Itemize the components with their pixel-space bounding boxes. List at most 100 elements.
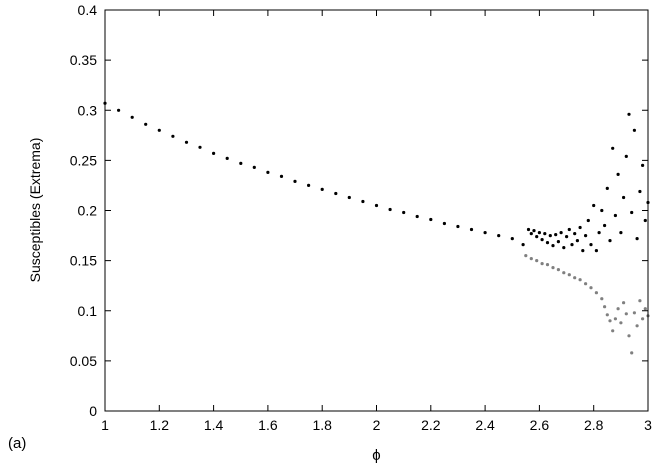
data-point bbox=[307, 183, 311, 187]
data-point bbox=[575, 239, 580, 243]
y-tick-label: 0.1 bbox=[78, 303, 98, 319]
data-point bbox=[521, 243, 525, 247]
x-tick-label: 2.4 bbox=[475, 417, 495, 433]
data-point bbox=[562, 246, 566, 250]
y-tick-label: 0.35 bbox=[70, 52, 97, 68]
data-point bbox=[540, 238, 544, 242]
data-point bbox=[586, 218, 590, 223]
data-point bbox=[632, 128, 637, 132]
data-point bbox=[388, 207, 392, 212]
data-point bbox=[456, 224, 460, 229]
data-point bbox=[212, 151, 216, 155]
x-tick-label: 3 bbox=[644, 417, 652, 433]
data-point bbox=[551, 266, 555, 270]
data-point bbox=[543, 232, 547, 236]
data-point bbox=[616, 172, 620, 176]
data-point bbox=[611, 329, 615, 333]
data-point bbox=[540, 262, 544, 266]
data-point bbox=[526, 227, 531, 232]
data-point bbox=[622, 301, 626, 305]
data-point bbox=[578, 278, 582, 282]
data-point bbox=[361, 199, 365, 204]
data-point bbox=[535, 259, 539, 263]
data-point bbox=[635, 324, 639, 328]
data-point bbox=[613, 317, 618, 321]
data-point bbox=[556, 268, 561, 272]
data-point bbox=[632, 311, 637, 315]
data-point bbox=[320, 187, 324, 191]
minima-series bbox=[524, 254, 650, 355]
y-tick-label: 0.15 bbox=[70, 253, 97, 269]
data-point bbox=[537, 231, 542, 235]
axis-ticks-layer: 1 1.2 1.4 1.6 1.8 2 2.2 2.4 2.6 2.8 3 0 0.05 0.1 0.15 0… bbox=[70, 2, 652, 433]
data-point bbox=[483, 231, 487, 235]
data-point bbox=[641, 317, 645, 321]
data-point bbox=[619, 321, 623, 325]
data-point bbox=[554, 233, 558, 237]
data-point bbox=[592, 203, 596, 208]
data-point bbox=[641, 163, 645, 167]
data-point bbox=[157, 128, 161, 132]
data-point bbox=[578, 225, 582, 230]
data-point bbox=[594, 291, 599, 295]
data-point bbox=[252, 165, 256, 169]
maxima-series bbox=[103, 101, 650, 253]
data-point bbox=[589, 286, 593, 290]
data-point bbox=[184, 140, 189, 144]
y-axis-label: Susceptibles (Extrema) bbox=[27, 138, 43, 283]
x-tick-label: 1.2 bbox=[150, 417, 170, 433]
data-point bbox=[638, 299, 642, 303]
data-point bbox=[635, 237, 639, 241]
data-point bbox=[608, 319, 612, 323]
data-point bbox=[429, 217, 433, 222]
y-tick-label: 0.25 bbox=[70, 152, 97, 168]
x-tick-label: 2.2 bbox=[421, 417, 441, 433]
data-point bbox=[535, 235, 539, 239]
x-axis-label: ϕ bbox=[372, 447, 380, 464]
data-point bbox=[608, 239, 612, 243]
data-point bbox=[532, 229, 536, 233]
data-point bbox=[605, 313, 609, 317]
data-point bbox=[630, 210, 634, 215]
x-tick-label: 1.8 bbox=[312, 417, 332, 433]
data-point bbox=[130, 115, 134, 119]
y-tick-label: 0.4 bbox=[78, 2, 98, 18]
data-point bbox=[551, 244, 555, 248]
data-point bbox=[611, 146, 615, 150]
data-point bbox=[144, 122, 148, 126]
data-point bbox=[638, 189, 642, 194]
data-point bbox=[266, 170, 270, 174]
data-point bbox=[562, 271, 566, 275]
x-tick-label: 1.6 bbox=[258, 417, 278, 433]
data-point bbox=[589, 243, 593, 247]
y-tick-label: 0.3 bbox=[78, 102, 98, 118]
data-point bbox=[581, 249, 585, 253]
y-tick-label: 0 bbox=[89, 403, 97, 419]
data-point bbox=[171, 134, 175, 138]
data-point bbox=[584, 234, 588, 238]
panel-label: (a) bbox=[8, 435, 26, 452]
x-tick-label: 2 bbox=[373, 417, 381, 433]
data-point bbox=[603, 223, 607, 228]
data-point bbox=[603, 305, 607, 309]
data-point bbox=[225, 156, 229, 160]
data-point bbox=[279, 174, 284, 178]
data-point bbox=[600, 297, 604, 301]
y-tick-label: 0.2 bbox=[78, 203, 98, 219]
x-tick-label: 1.4 bbox=[204, 417, 224, 433]
data-point bbox=[524, 254, 528, 258]
data-point bbox=[545, 263, 550, 267]
data-point bbox=[567, 227, 571, 232]
data-point bbox=[573, 276, 577, 280]
plot-frame bbox=[104, 9, 649, 412]
data-point bbox=[415, 214, 419, 219]
data-point bbox=[293, 179, 297, 183]
data-point bbox=[559, 231, 563, 235]
data-point bbox=[616, 307, 620, 311]
x-tick-label: 1 bbox=[101, 417, 109, 433]
data-point bbox=[643, 307, 647, 311]
data-point bbox=[469, 227, 474, 232]
data-point bbox=[334, 191, 338, 196]
